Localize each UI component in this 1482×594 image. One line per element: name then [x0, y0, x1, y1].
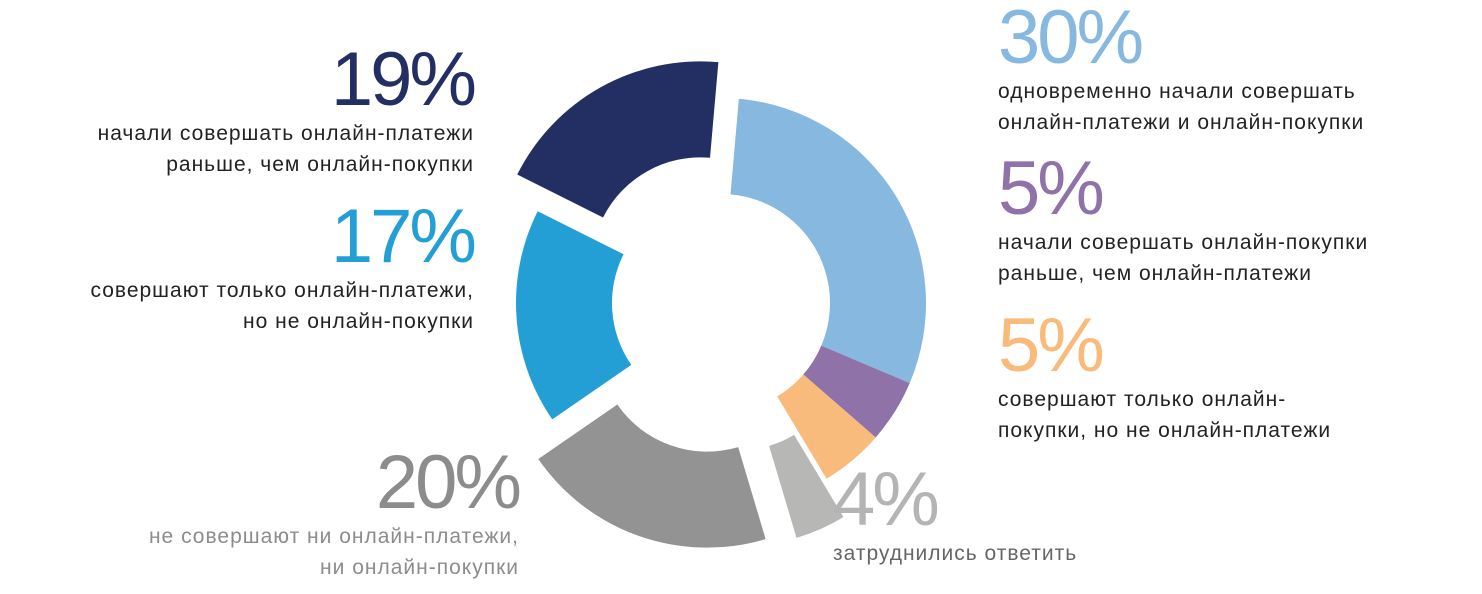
desc-19-line2: раньше, чем онлайн-покупки: [166, 153, 474, 176]
percent-30: 30%: [998, 0, 1144, 80]
label-17-percent: 17% совершают только онлайн-платежи, но …: [90, 194, 477, 337]
desc-30-line1: одновременно начали совершать: [998, 80, 1356, 103]
desc-19-line1: начали совершать онлайн-платежи: [97, 122, 474, 145]
donut-slice-s30: [730, 98, 926, 384]
donut-slice-s4: [769, 434, 844, 538]
label-5a-percent: 5% начали совершать онлайн-покупки раньш…: [998, 151, 1368, 289]
percent-17: 17%: [330, 194, 477, 279]
percent-5a: 5%: [998, 146, 1105, 231]
desc-17-line2: но не онлайн-покупки: [242, 310, 474, 333]
label-5b-percent: 5% совершают только онлайн- покупки, но …: [998, 308, 1331, 446]
percent-5b: 5%: [998, 303, 1105, 388]
label-19-percent: 19% начали совершать онлайн-платежи рань…: [97, 37, 477, 180]
percent-20: 20%: [375, 440, 522, 525]
desc-20-line1: не совершают ни онлайн-платежи,: [148, 525, 519, 548]
desc-17-line1: совершают только онлайн-платежи,: [90, 279, 474, 302]
desc-5a-line1: начали совершать онлайн-покупки: [998, 231, 1369, 254]
label-30-percent: 30% одновременно начали совершать онлайн…: [998, 0, 1364, 138]
donut-slice-s5b: [777, 374, 876, 479]
desc-5b-line2: покупки, но не онлайн-платежи: [998, 419, 1332, 442]
desc-5b-line1: совершают только онлайн-: [998, 388, 1287, 411]
label-20-percent: 20% не совершают ни онлайн-платежи, ни о…: [148, 440, 522, 583]
percent-4: 4%: [833, 457, 940, 542]
desc-5a-line2: раньше, чем онлайн-платежи: [998, 262, 1312, 285]
donut-slice-s17: [516, 211, 632, 420]
label-4-percent: 4% затруднились ответить: [833, 462, 1077, 569]
donut-slice-s19: [517, 61, 719, 218]
donut-slice-s5a: [803, 345, 910, 438]
desc-30-line2: онлайн-платежи и онлайн-покупки: [998, 111, 1365, 134]
desc-20-line2: ни онлайн-покупки: [320, 556, 519, 579]
donut-slice-s20: [538, 404, 766, 548]
desc-4-line1: затруднились ответить: [833, 542, 1078, 565]
percent-19: 19%: [330, 37, 477, 122]
